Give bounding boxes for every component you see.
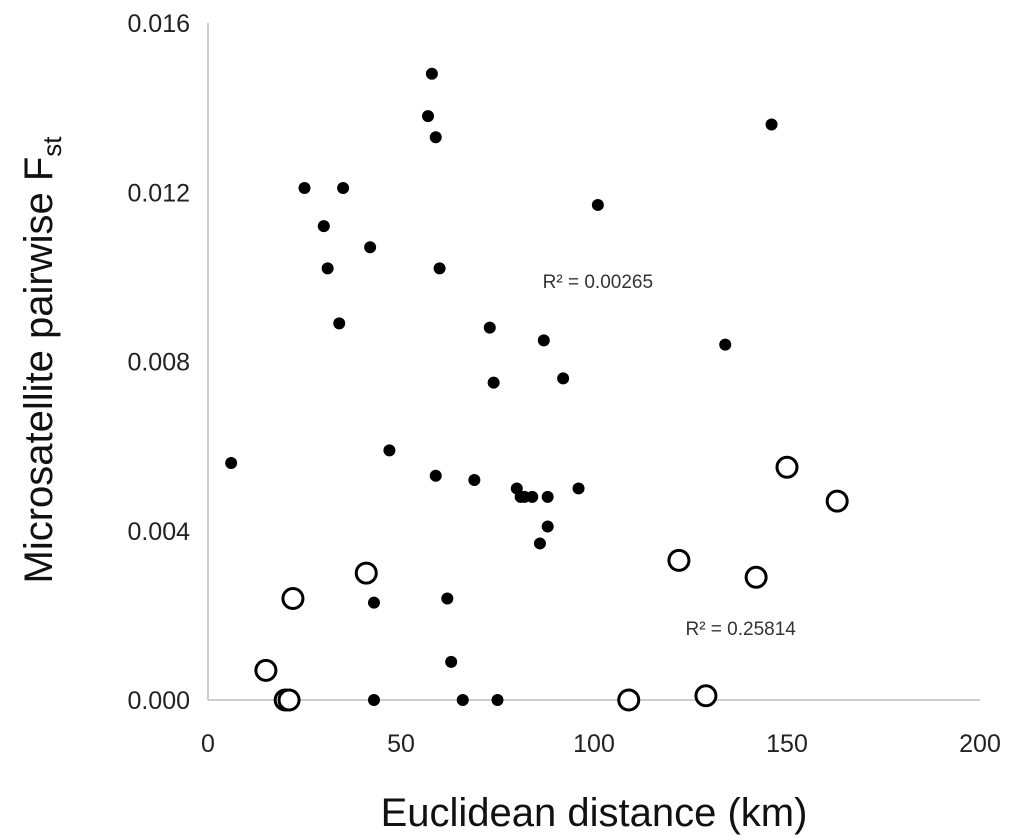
filled-data-point <box>537 334 550 347</box>
filled-data-point <box>487 376 500 389</box>
x-tick-labels: 0 50 100 150 200 <box>201 730 1001 758</box>
filled-data-point <box>433 262 446 275</box>
data-points <box>225 67 849 712</box>
x-tick-label: 100 <box>573 730 615 758</box>
y-tick-label: 0.016 <box>127 10 190 38</box>
y-tick-label: 0.004 <box>127 518 190 546</box>
filled-data-point <box>317 220 330 233</box>
filled-data-point <box>441 592 454 605</box>
open-data-point <box>281 586 305 610</box>
x-tick-label: 150 <box>766 730 808 758</box>
filled-data-point <box>367 694 380 706</box>
r-squared-annotation: R² = 0.25814 <box>685 619 796 640</box>
filled-data-point <box>765 118 778 131</box>
filled-data-point <box>364 241 377 254</box>
filled-data-point <box>491 694 504 706</box>
filled-data-point <box>321 262 334 275</box>
filled-data-point <box>425 67 438 80</box>
filled-data-point <box>298 182 311 195</box>
filled-data-point <box>526 490 539 503</box>
filled-data-point <box>541 520 554 533</box>
open-data-point <box>825 489 849 513</box>
filled-data-point <box>429 131 442 144</box>
open-data-point <box>775 455 799 479</box>
annotations: R² = 0.00265 R² = 0.25814 <box>543 272 797 640</box>
filled-data-point <box>591 198 604 211</box>
x-tick-label: 50 <box>387 730 415 758</box>
filled-data-point <box>225 457 238 470</box>
open-data-point <box>277 688 301 712</box>
y-tick-label: 0.008 <box>127 349 190 377</box>
axes <box>207 23 980 701</box>
open-data-point <box>354 561 378 585</box>
open-data-point <box>744 565 768 589</box>
filled-data-point <box>557 372 570 385</box>
filled-data-point <box>422 110 435 123</box>
r-squared-annotation: R² = 0.00265 <box>543 272 653 293</box>
open-data-point <box>694 684 718 708</box>
x-tick-label: 0 <box>201 730 215 758</box>
filled-data-point <box>456 694 469 706</box>
open-data-point <box>617 688 641 712</box>
filled-data-point <box>429 469 442 482</box>
open-data-point <box>667 548 691 572</box>
y-tick-labels: 0.000 0.004 0.008 0.012 0.016 <box>127 10 190 715</box>
filled-data-point <box>445 655 458 668</box>
filled-data-point <box>383 444 396 457</box>
filled-data-point <box>541 490 554 503</box>
open-data-point <box>254 658 278 682</box>
filled-data-point <box>483 321 496 334</box>
filled-data-point <box>468 473 481 486</box>
filled-data-point <box>572 482 585 495</box>
x-tick-label: 200 <box>959 730 1001 758</box>
x-axis-title: Euclidean distance (km) <box>381 791 808 835</box>
y-tick-label: 0.012 <box>127 179 190 207</box>
y-tick-label: 0.000 <box>127 687 190 715</box>
filled-data-point <box>337 182 350 195</box>
y-axis-title: Microsatellite pairwise Fst <box>17 136 67 584</box>
filled-data-point <box>533 537 546 550</box>
y-axis-title-subscript: st <box>37 136 67 157</box>
y-axis-title-main: Microsatellite pairwise F <box>17 157 61 584</box>
filled-data-point <box>333 317 346 330</box>
filled-data-point <box>719 338 732 351</box>
filled-data-point <box>367 596 380 609</box>
